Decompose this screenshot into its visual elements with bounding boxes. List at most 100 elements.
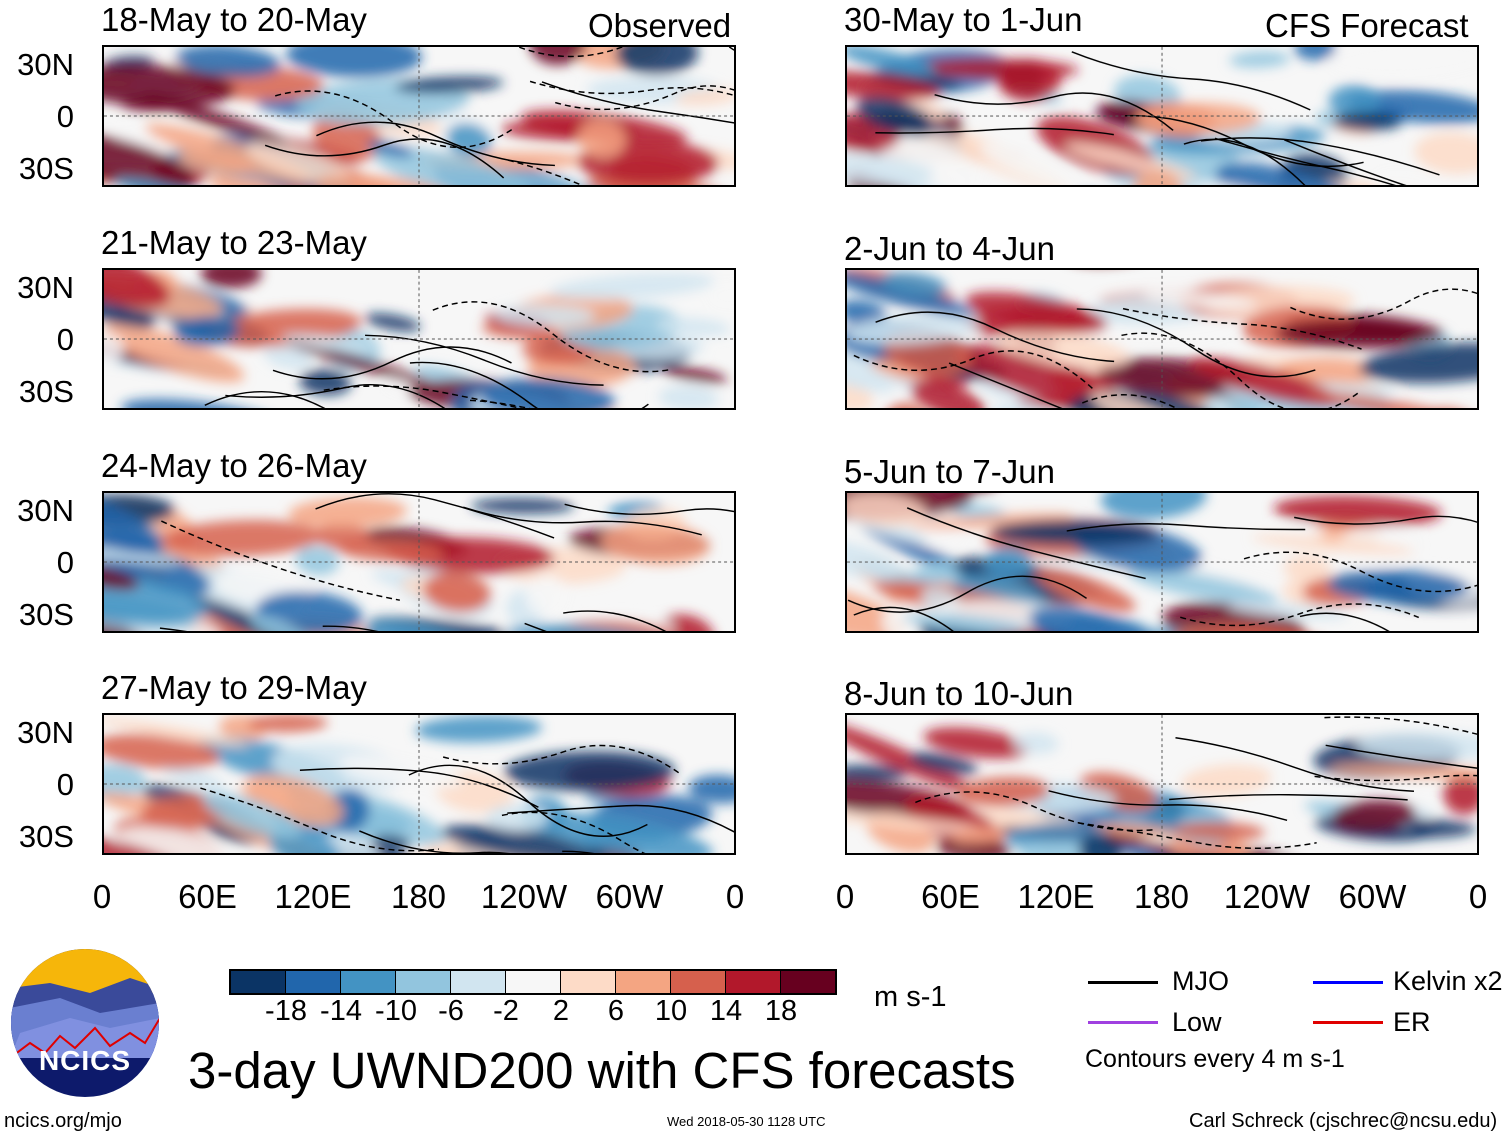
- lat-tick-label: 0: [56, 545, 74, 580]
- map-panel: [102, 491, 736, 633]
- lat-tick-label: 30S: [18, 374, 74, 409]
- wind-anomaly-blob: [250, 615, 309, 631]
- colorbar-swatch: [561, 971, 616, 993]
- kelvin-line-icon: [1313, 981, 1383, 984]
- wind-anomaly-blob: [481, 377, 616, 408]
- wind-anomaly-blob: [245, 141, 350, 183]
- wind-anomaly-blob: [494, 304, 596, 327]
- wind-anomaly-blob: [1181, 764, 1272, 797]
- map-panel: [845, 713, 1479, 855]
- wind-anomaly-blob: [415, 715, 543, 743]
- wind-anomaly-blob: [1273, 495, 1443, 527]
- wind-anomaly-blob: [200, 270, 262, 289]
- colorbar-label: -6: [438, 995, 464, 1027]
- lon-tick-label: 60E: [178, 878, 237, 915]
- wind-anomaly-blob: [1419, 403, 1477, 408]
- wind-anomaly-blob: [955, 344, 1121, 406]
- wind-anomaly-blob: [847, 153, 935, 185]
- mjo-contour: [225, 384, 446, 408]
- wind-anomaly-blob: [1188, 357, 1341, 407]
- wind-anomaly-blob: [104, 571, 207, 624]
- colorbar-swatch: [671, 971, 726, 993]
- mjo-contour: [853, 350, 1093, 389]
- legend-low: Low: [1172, 1007, 1222, 1037]
- wind-anomaly-blob: [160, 763, 225, 792]
- wind-anomaly-blob: [121, 398, 283, 408]
- wind-anomaly-blob: [847, 811, 986, 833]
- lon-tick-label: 0: [1468, 878, 1488, 915]
- wind-anomaly-blob: [373, 145, 533, 185]
- colorbar-swatch: [506, 971, 561, 993]
- wind-anomaly-blob: [1294, 47, 1337, 61]
- wind-anomaly-blob: [1372, 169, 1448, 185]
- panel-title: 18-May to 20-May: [101, 1, 367, 38]
- mjo-contour: [1076, 308, 1316, 378]
- wind-anomaly-blob: [189, 596, 317, 631]
- observed-label: Observed: [588, 7, 732, 44]
- wind-anomaly-blob: [1283, 555, 1331, 581]
- wind-anomaly-blob: [286, 47, 423, 78]
- map-panel: [845, 45, 1479, 187]
- map-panel: [845, 491, 1479, 633]
- lat-tick-label: 30S: [18, 597, 74, 632]
- wind-anomaly-blob: [104, 733, 221, 770]
- wind-anomaly-blob: [870, 359, 927, 380]
- ncics-logo: NCICS: [11, 949, 159, 1097]
- er-line-icon: [1313, 1021, 1383, 1024]
- lon-tick-label: 0: [725, 878, 745, 915]
- mjo-contour: [853, 606, 954, 631]
- wind-anomaly-blob: [491, 171, 633, 185]
- mjo-contour: [161, 520, 400, 601]
- panel-title: 30-May to 1-Jun: [844, 1, 1083, 38]
- lon-tick-label: 60E: [921, 878, 980, 915]
- mjo-contour: [1180, 603, 1420, 627]
- wind-anomaly-blob: [577, 120, 626, 158]
- mjo-contour: [409, 361, 649, 408]
- mjo-line-icon: [1088, 981, 1158, 984]
- svg-text:NCICS: NCICS: [39, 1045, 131, 1076]
- map-panel: [102, 45, 736, 187]
- wind-anomaly-blob: [549, 272, 715, 301]
- mjo-contour: [906, 507, 1146, 580]
- wind-anomaly-blob: [1414, 132, 1477, 175]
- wind-anomaly-blob: [706, 280, 734, 310]
- wind-anomaly-blob: [1013, 732, 1059, 755]
- map-panel: [102, 268, 736, 410]
- wind-anomaly-blob: [847, 764, 908, 782]
- wind-anomaly-blob: [104, 494, 164, 554]
- wind-anomaly-blob: [1029, 606, 1174, 631]
- lat-tick-label: 30S: [18, 819, 74, 854]
- wind-anomaly-blob: [1135, 102, 1261, 135]
- colorbar-label: -18: [265, 995, 307, 1027]
- mjo-contour: [915, 791, 1154, 832]
- wind-anomaly-blob: [1091, 822, 1180, 838]
- wind-anomaly-blob: [422, 572, 491, 613]
- mjo-contour: [948, 362, 1063, 408]
- wind-anomaly-blob: [984, 546, 1032, 579]
- wind-anomaly-blob: [1251, 534, 1415, 555]
- wind-anomaly-blob: [470, 498, 575, 514]
- colorbar-label: -14: [320, 995, 362, 1027]
- wind-anomaly-blob: [1275, 319, 1430, 349]
- lon-tick-label: 0: [835, 878, 855, 915]
- wind-anomaly-blob: [1215, 162, 1365, 185]
- colorbar-label: 14: [709, 995, 743, 1027]
- lon-tick-label: 60W: [595, 878, 664, 915]
- mjo-contour: [1121, 332, 1361, 408]
- wind-anomaly-blob: [555, 493, 732, 497]
- colorbar-label: 2: [552, 995, 570, 1027]
- colorbar-swatch: [286, 971, 341, 993]
- wind-anomaly-blob: [525, 574, 569, 617]
- wind-anomaly-blob: [1078, 834, 1124, 853]
- wind-anomaly-blob: [104, 270, 171, 308]
- mjo-contour: [408, 764, 648, 837]
- mjo-contour: [322, 625, 379, 631]
- wind-anomaly-blob: [908, 752, 979, 775]
- colorbar: [229, 969, 837, 995]
- wind-anomaly-blob: [978, 143, 1081, 185]
- wind-anomaly-blob: [202, 792, 301, 839]
- mjo-contour: [1200, 137, 1440, 176]
- colorbar-label: -10: [375, 995, 417, 1027]
- legend-er: ER: [1393, 1007, 1431, 1037]
